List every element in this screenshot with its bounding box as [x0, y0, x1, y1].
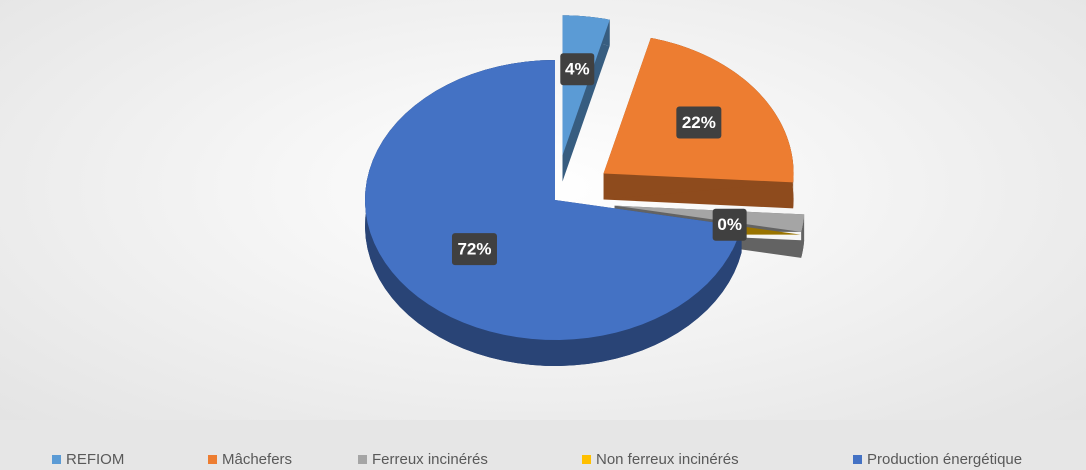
legend-swatch	[208, 455, 217, 464]
data-label: 0%	[717, 215, 742, 234]
legend-swatch	[358, 455, 367, 464]
legend-label: Production énergétique	[867, 451, 1022, 468]
slice	[562, 15, 610, 156]
legend-label: Non ferreux incinérés	[596, 451, 739, 468]
label-box	[560, 53, 595, 86]
legend-label: REFIOM	[66, 451, 124, 468]
data-label: 22%	[682, 113, 716, 132]
legend-band	[0, 420, 1086, 470]
slice	[365, 60, 742, 340]
label-box	[451, 233, 497, 266]
legend-label: Ferreux incinérés	[372, 451, 488, 468]
label-box	[676, 106, 722, 139]
slice-edge	[801, 214, 805, 258]
slice	[614, 205, 805, 232]
legend-label: Mâchefers	[222, 451, 292, 468]
label-box	[712, 208, 747, 241]
data-label: 4%	[565, 60, 590, 79]
data-label: 72%	[457, 240, 491, 259]
legend-swatch	[52, 455, 61, 464]
legend-swatch	[853, 455, 862, 464]
legend-swatch	[582, 455, 591, 464]
